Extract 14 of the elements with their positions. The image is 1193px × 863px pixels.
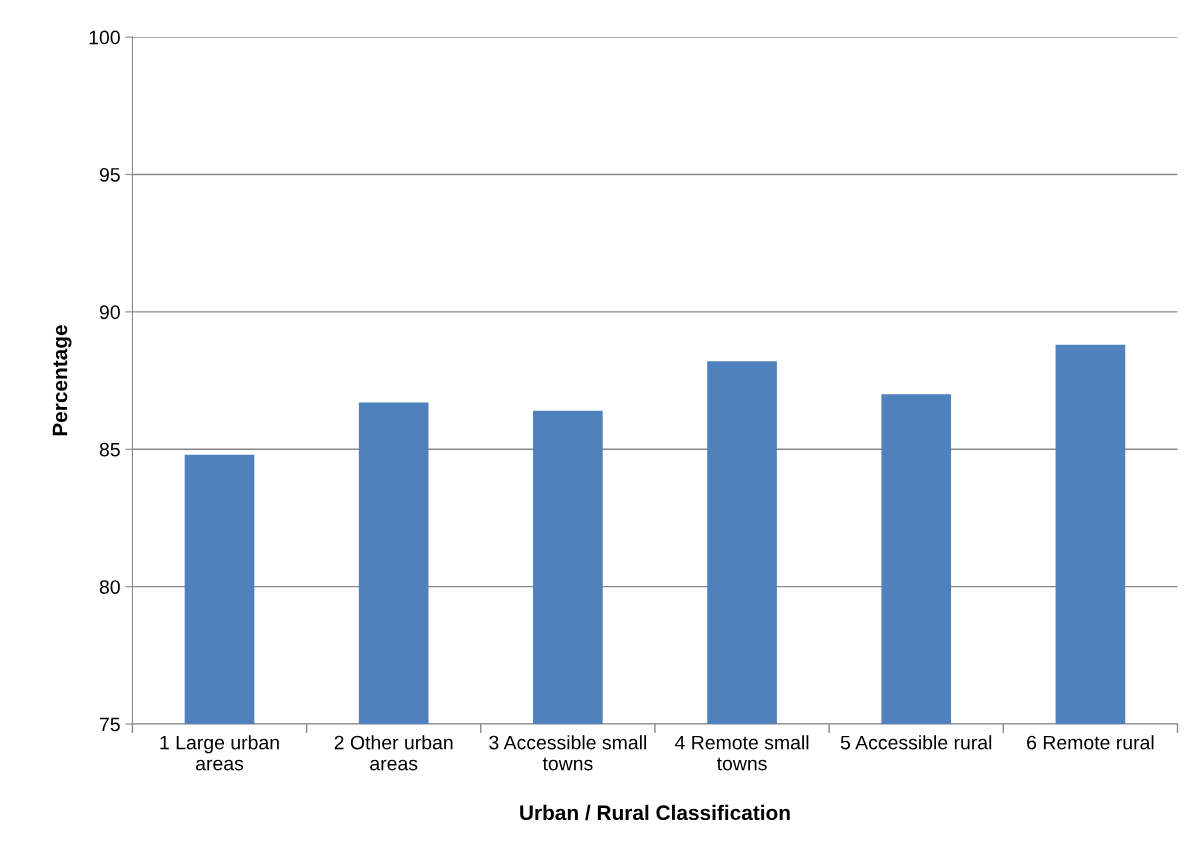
- y-axis-title: Percentage: [52, 325, 72, 436]
- x-tick-label: 6 Remote rural: [1027, 735, 1154, 750]
- y-tick-label: 90: [99, 305, 120, 320]
- x-axis-title: Urban / Rural Classification: [520, 804, 790, 821]
- y-tick-label: 85: [99, 442, 120, 457]
- x-tick-label: 3 Accessible small towns: [489, 735, 646, 771]
- x-tick-label: 5 Accessible rural: [840, 735, 992, 750]
- x-tick-label: 1 Large urban areas: [160, 735, 279, 771]
- y-tick-label: 100: [89, 30, 120, 45]
- x-tick-label: 4 Remote small towns: [674, 735, 809, 771]
- y-tick-label: 80: [99, 580, 120, 594]
- y-tick-label: 95: [99, 167, 120, 182]
- y-tick-label: 75: [99, 717, 120, 732]
- x-tick-label: 2 Other urban areas: [334, 735, 453, 771]
